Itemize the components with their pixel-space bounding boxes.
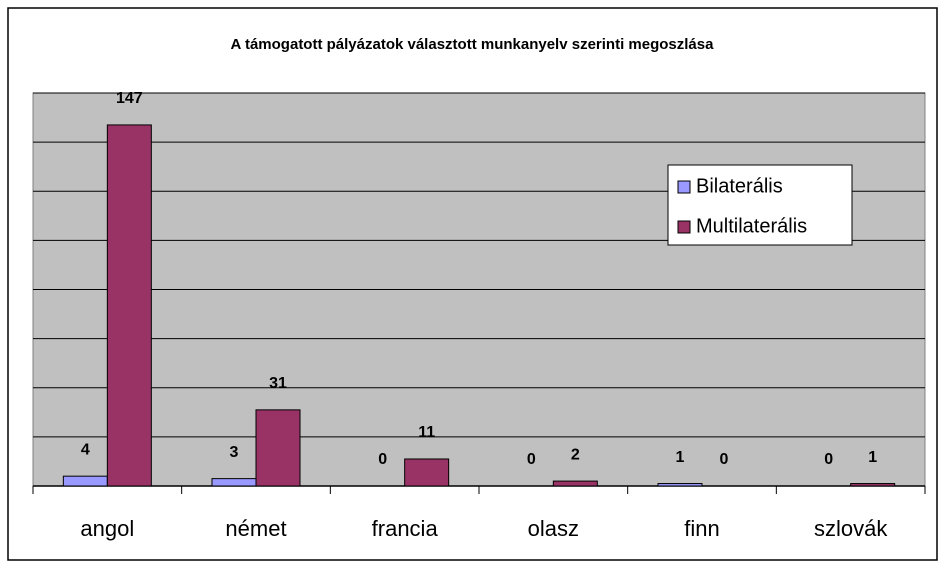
data-label: 2	[571, 446, 580, 463]
bar	[552, 480, 598, 487]
data-label: 1	[676, 449, 685, 466]
data-label: 147	[116, 90, 143, 107]
data-label: 11	[418, 424, 435, 441]
data-label: 0	[720, 451, 729, 468]
data-label: 4	[81, 441, 90, 458]
x-tick-label: német	[225, 516, 286, 541]
bar	[255, 409, 301, 487]
legend-swatch	[677, 220, 691, 234]
legend-label: Multilaterális	[696, 215, 807, 237]
data-label: 3	[230, 444, 239, 461]
bar	[62, 475, 108, 487]
bar	[657, 483, 703, 487]
x-tick-label: olasz	[528, 516, 579, 541]
x-tick-label: angol	[80, 516, 134, 541]
legend-swatch	[677, 180, 691, 194]
x-tick-label: szlovák	[814, 516, 888, 541]
chart-title: A támogatott pályázatok választott munka…	[231, 36, 715, 53]
bar	[211, 478, 257, 487]
data-label: 0	[527, 451, 536, 468]
data-label: 0	[378, 451, 387, 468]
data-label: 1	[868, 449, 877, 466]
bar	[106, 124, 152, 487]
x-tick-label: finn	[684, 516, 719, 541]
bar	[404, 458, 450, 487]
legend-box	[667, 164, 853, 246]
x-tick-label: francia	[372, 516, 439, 541]
legend-label: Bilaterális	[696, 175, 783, 197]
data-label: 31	[269, 375, 287, 392]
data-label: 0	[824, 451, 833, 468]
bar	[850, 483, 896, 487]
